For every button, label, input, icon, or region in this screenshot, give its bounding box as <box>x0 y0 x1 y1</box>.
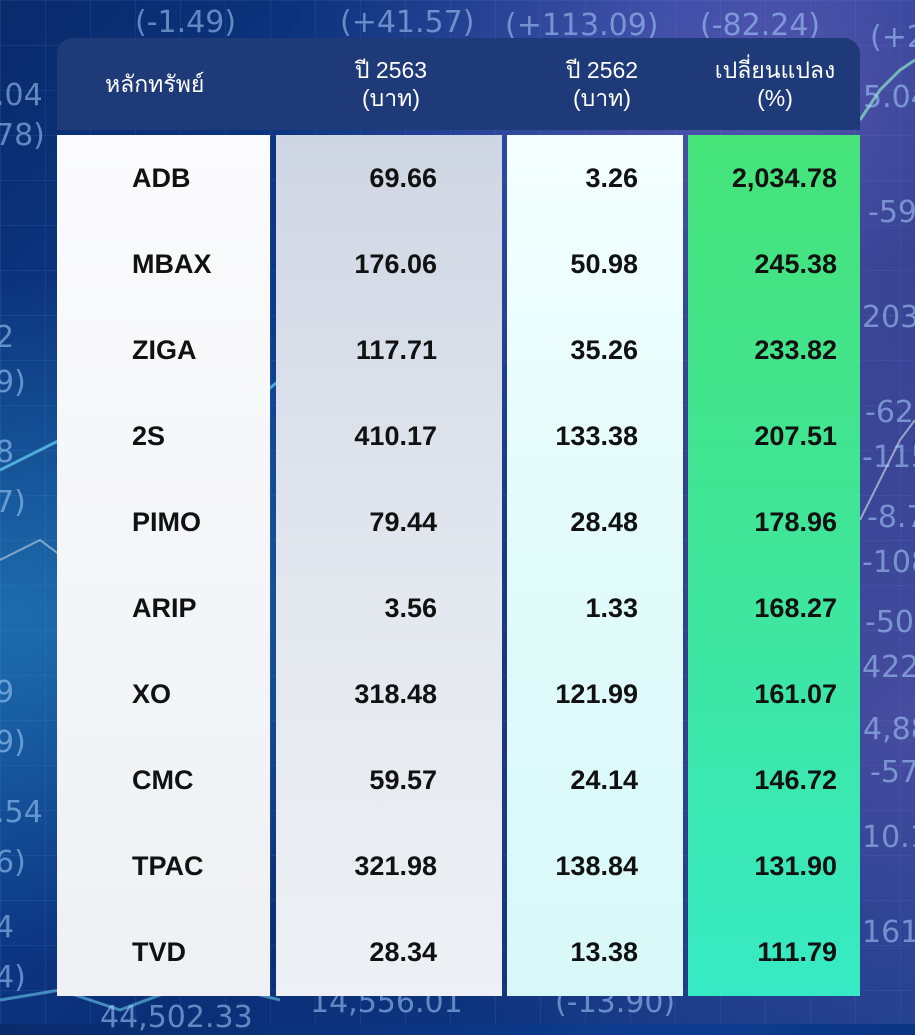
column-change-bg <box>688 135 860 996</box>
cell-year-2562: 24.14 <box>570 765 638 795</box>
cell-change: 207.51 <box>754 421 837 451</box>
background-number: -50.4 <box>865 605 915 640</box>
cell-change: 146.72 <box>754 765 837 795</box>
cell-security: CMC <box>132 765 194 795</box>
background-number: -108.5 <box>862 545 915 580</box>
cell-year-2562: 3.26 <box>585 163 638 193</box>
background-number: (-82.24) <box>700 8 821 43</box>
table-row: ARIP 3.56 1.33 168.27 <box>57 565 860 651</box>
background-number: 4) <box>0 960 26 995</box>
background-number: 7) <box>0 485 26 520</box>
cell-security: 2S <box>132 421 166 451</box>
cell-change: 233.82 <box>754 335 837 365</box>
background-number: 4,883 <box>863 712 915 747</box>
background-number: -59 <box>868 195 915 230</box>
background-number: (+41.57) <box>340 5 475 40</box>
cell-change: 2,034.78 <box>731 163 837 193</box>
column-year-2562-bg <box>507 135 683 996</box>
cell-year-2563: 69.66 <box>369 163 437 193</box>
cell-security: XO <box>132 679 172 709</box>
table-row: MBAX 176.06 50.98 245.38 <box>57 221 860 307</box>
cell-security: ARIP <box>132 593 197 623</box>
header-year-2562-line2: (บาท) <box>573 85 631 111</box>
header-year-2562-line1: ปี 2562 <box>565 57 639 83</box>
background-number: (-1.49) <box>135 5 237 40</box>
cell-year-2562: 1.33 <box>585 593 638 623</box>
cell-year-2562: 121.99 <box>555 679 638 709</box>
table-header: หลักทรัพย์ ปี 2563 (บาท) ปี 2562 (บาท) เ… <box>57 38 860 130</box>
cell-year-2562: 28.48 <box>570 507 638 537</box>
cell-security: TVD <box>132 937 186 967</box>
background-number: 2 <box>0 320 15 355</box>
cell-year-2563: 318.48 <box>354 679 437 709</box>
background-number: .04 <box>0 78 43 113</box>
cell-security: ADB <box>132 163 191 193</box>
cell-change: 168.27 <box>754 593 837 623</box>
cell-year-2563: 59.57 <box>369 765 437 795</box>
cell-change: 245.38 <box>754 249 837 279</box>
header-year-2563: ปี 2563 (บาท) <box>346 38 436 130</box>
cell-year-2563: 28.34 <box>369 937 437 967</box>
table-row: CMC 59.57 24.14 146.72 <box>57 737 860 823</box>
background-number: 8 <box>0 435 15 470</box>
background-number: 10.1 <box>862 820 915 855</box>
cell-security: TPAC <box>132 851 204 881</box>
header-change-line2: (%) <box>757 85 793 111</box>
cell-year-2563: 176.06 <box>354 249 437 279</box>
cell-year-2563: 410.17 <box>354 421 437 451</box>
header-change: เปลี่ยนแปลง (%) <box>705 38 845 130</box>
column-year-2563-bg <box>276 135 502 996</box>
background-number: 203. <box>862 300 915 335</box>
cell-year-2563: 321.98 <box>354 851 437 881</box>
background-number: 44,502.33 <box>100 1000 253 1035</box>
table-row: TPAC 321.98 138.84 131.90 <box>57 823 860 909</box>
cell-year-2562: 138.84 <box>555 851 638 881</box>
background-number: 6) <box>0 845 26 880</box>
background-number: 161.0 <box>862 915 915 950</box>
cell-security: MBAX <box>132 249 212 279</box>
background-number: (+24 <box>870 20 915 55</box>
header-security-line: หลักทรัพย์ <box>105 71 205 97</box>
background-number: -115 <box>862 440 915 475</box>
background-number: .54 <box>0 795 43 830</box>
stock-table: หลักทรัพย์ ปี 2563 (บาท) ปี 2562 (บาท) เ… <box>57 38 860 996</box>
background-number: -62 <box>865 395 914 430</box>
column-security-bg <box>57 135 270 996</box>
table-row: PIMO 79.44 28.48 178.96 <box>57 479 860 565</box>
table-row: TVD 28.34 13.38 111.79 <box>57 909 860 995</box>
cell-year-2562: 50.98 <box>570 249 638 279</box>
header-year-2563-line1: ปี 2563 <box>354 57 428 83</box>
header-security: หลักทรัพย์ <box>105 38 225 130</box>
cell-year-2563: 117.71 <box>355 335 437 365</box>
header-year-2562: ปี 2562 (บาท) <box>557 38 647 130</box>
background-number: -57 <box>870 755 915 790</box>
cell-year-2562: 13.38 <box>570 937 638 967</box>
background-number: 9 <box>0 675 15 710</box>
background-number: 422 <box>862 650 915 685</box>
table-row: XO 318.48 121.99 161.07 <box>57 651 860 737</box>
cell-year-2562: 35.26 <box>570 335 638 365</box>
background-number: 5.04 <box>863 80 915 115</box>
header-year-2563-line2: (บาท) <box>362 85 420 111</box>
cell-change: 111.79 <box>757 937 837 967</box>
cell-year-2562: 133.38 <box>555 421 638 451</box>
cell-security: PIMO <box>132 507 202 537</box>
background-number: 78) <box>0 118 45 153</box>
cell-year-2563: 79.44 <box>369 507 437 537</box>
table-row: ZIGA 117.71 35.26 233.82 <box>57 307 860 393</box>
background-number: (+113.09) <box>505 8 659 43</box>
background-number: 9) <box>0 365 26 400</box>
cell-change: 161.07 <box>754 679 837 709</box>
cell-year-2563: 3.56 <box>384 593 437 623</box>
background-number: 9) <box>0 725 26 760</box>
table-body: ADB 69.66 3.26 2,034.78 MBAX 176.06 50.98 245.3… <box>57 135 860 996</box>
cell-security: ZIGA <box>132 335 197 365</box>
table-row: ADB 69.66 3.26 2,034.78 <box>57 135 860 221</box>
table-row: 2S 410.17 133.38 207.51 <box>57 393 860 479</box>
background-number: 4 <box>0 910 15 945</box>
background-number: -8.7 <box>867 500 915 535</box>
header-change-line1: เปลี่ยนแปลง <box>714 57 836 83</box>
cell-change: 178.96 <box>754 507 837 537</box>
cell-change: 131.90 <box>754 851 837 881</box>
